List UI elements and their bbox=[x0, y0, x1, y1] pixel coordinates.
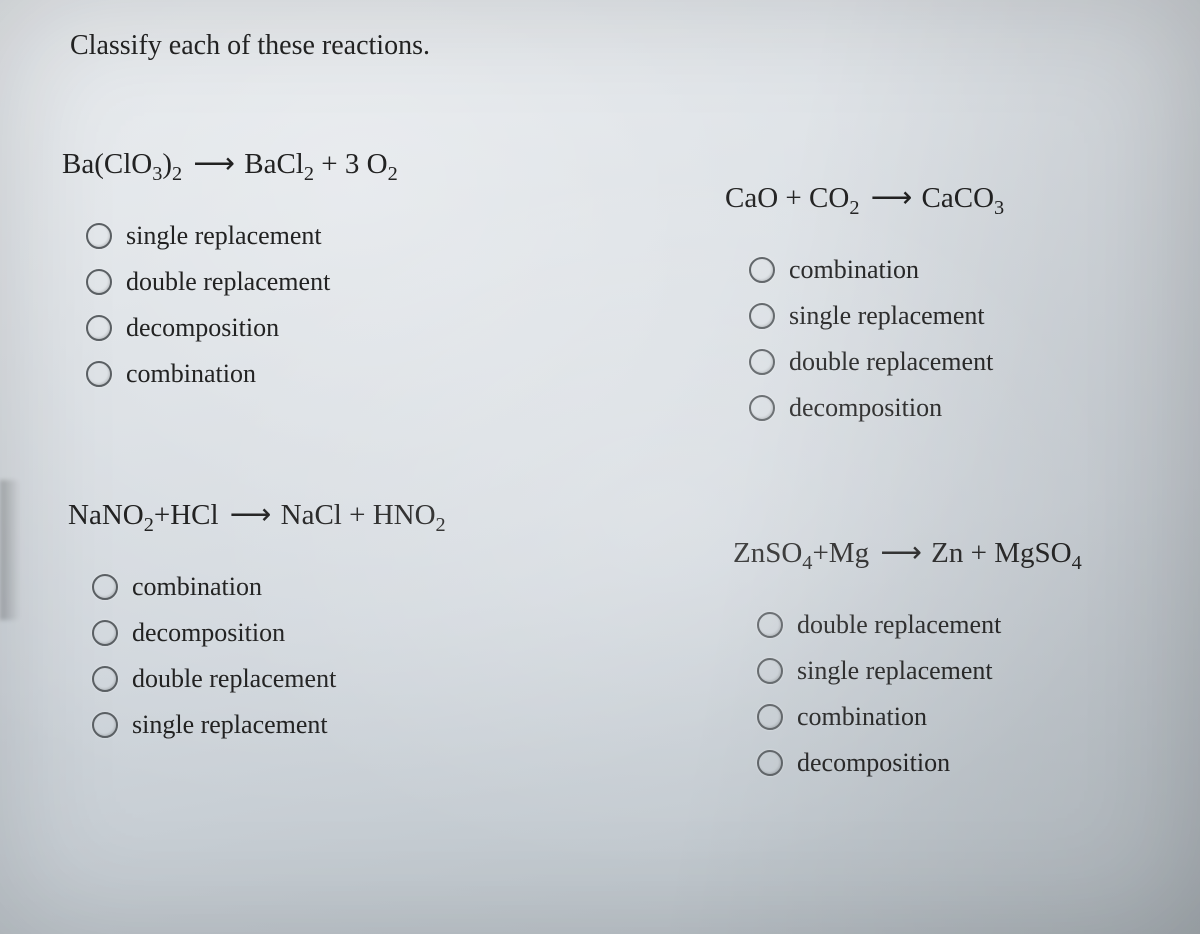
option-q1-1[interactable]: double replacement bbox=[86, 267, 507, 297]
radio-icon bbox=[86, 269, 112, 295]
radio-icon bbox=[86, 361, 112, 387]
equation-3: NaNO2+HCl ⟶ NaCl + HNO2 bbox=[68, 497, 513, 532]
option-label: double replacement bbox=[789, 347, 993, 377]
option-label: single replacement bbox=[126, 221, 322, 251]
quiz-page: Classify each of these reactions. Ba(ClO… bbox=[0, 0, 1200, 934]
option-label: decomposition bbox=[789, 393, 942, 423]
radio-icon bbox=[749, 303, 775, 329]
option-q3-3[interactable]: single replacement bbox=[92, 710, 513, 740]
options-2: combination single replacement double re… bbox=[749, 255, 1170, 423]
question-4: ZnSO4+Mg ⟶ Zn + MgSO4 double replacement… bbox=[733, 535, 1178, 778]
option-q1-3[interactable]: combination bbox=[86, 359, 507, 389]
option-q4-1[interactable]: single replacement bbox=[757, 656, 1178, 686]
radio-icon bbox=[757, 612, 783, 638]
option-q4-0[interactable]: double replacement bbox=[757, 610, 1178, 640]
option-q1-0[interactable]: single replacement bbox=[86, 221, 507, 251]
question-3: NaNO2+HCl ⟶ NaCl + HNO2 combination deco… bbox=[68, 497, 513, 740]
radio-icon bbox=[757, 704, 783, 730]
radio-icon bbox=[92, 712, 118, 738]
radio-icon bbox=[92, 666, 118, 692]
radio-icon bbox=[749, 395, 775, 421]
option-label: decomposition bbox=[126, 313, 279, 343]
option-label: single replacement bbox=[797, 656, 993, 686]
option-q4-2[interactable]: combination bbox=[757, 702, 1178, 732]
option-label: combination bbox=[797, 702, 927, 732]
question-2: CaO + CO2 ⟶ CaCO3 combination single rep… bbox=[725, 180, 1170, 423]
option-q2-0[interactable]: combination bbox=[749, 255, 1170, 285]
radio-icon bbox=[92, 620, 118, 646]
spiral-shadow bbox=[0, 480, 20, 620]
option-label: single replacement bbox=[789, 301, 985, 331]
option-q3-2[interactable]: double replacement bbox=[92, 664, 513, 694]
option-label: double replacement bbox=[132, 664, 336, 694]
radio-icon bbox=[86, 223, 112, 249]
option-q2-1[interactable]: single replacement bbox=[749, 301, 1170, 331]
option-label: combination bbox=[789, 255, 919, 285]
radio-icon bbox=[757, 658, 783, 684]
option-label: combination bbox=[126, 359, 256, 389]
radio-icon bbox=[749, 349, 775, 375]
options-3: combination decomposition double replace… bbox=[92, 572, 513, 740]
radio-icon bbox=[749, 257, 775, 283]
question-grid: Ba(ClO3)2 ⟶ BaCl2 + 3 O2 single replacem… bbox=[70, 152, 1160, 728]
equation-2: CaO + CO2 ⟶ CaCO3 bbox=[725, 180, 1170, 215]
option-q1-2[interactable]: decomposition bbox=[86, 313, 507, 343]
option-q3-1[interactable]: decomposition bbox=[92, 618, 513, 648]
option-label: decomposition bbox=[797, 748, 950, 778]
option-q3-0[interactable]: combination bbox=[92, 572, 513, 602]
radio-icon bbox=[92, 574, 118, 600]
radio-icon bbox=[757, 750, 783, 776]
option-q4-3[interactable]: decomposition bbox=[757, 748, 1178, 778]
question-1: Ba(ClO3)2 ⟶ BaCl2 + 3 O2 single replacem… bbox=[62, 146, 507, 389]
options-1: single replacement double replacement de… bbox=[86, 221, 507, 389]
option-q2-2[interactable]: double replacement bbox=[749, 347, 1170, 377]
radio-icon bbox=[86, 315, 112, 341]
option-label: combination bbox=[132, 572, 262, 602]
equation-4: ZnSO4+Mg ⟶ Zn + MgSO4 bbox=[733, 535, 1178, 570]
option-label: single replacement bbox=[132, 710, 328, 740]
equation-1: Ba(ClO3)2 ⟶ BaCl2 + 3 O2 bbox=[62, 146, 507, 181]
option-label: decomposition bbox=[132, 618, 285, 648]
instruction-text: Classify each of these reactions. bbox=[70, 30, 1160, 62]
options-4: double replacement single replacement co… bbox=[757, 610, 1178, 778]
option-q2-3[interactable]: decomposition bbox=[749, 393, 1170, 423]
option-label: double replacement bbox=[797, 610, 1001, 640]
option-label: double replacement bbox=[126, 267, 330, 297]
